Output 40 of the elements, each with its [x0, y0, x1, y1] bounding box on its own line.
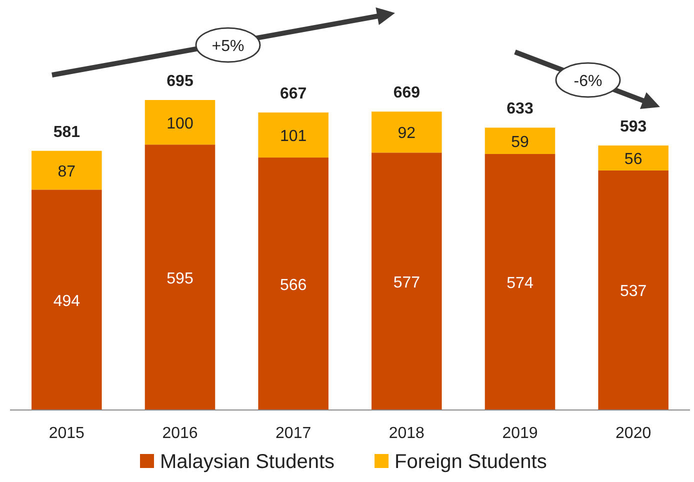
data-label: 494: [53, 292, 80, 310]
bar: [258, 112, 328, 158]
data-label: 595: [166, 270, 194, 288]
total-label: 695: [166, 73, 194, 90]
bar: [372, 152, 442, 410]
legend-label: Foreign Students: [394, 451, 547, 473]
bar: [32, 190, 102, 410]
data-label: 537: [620, 283, 647, 300]
data-label: 56: [624, 150, 642, 168]
text: -6%: [574, 73, 602, 90]
legend-label: Malaysian Students: [160, 451, 335, 473]
data-label: 87: [58, 163, 76, 180]
bar: [598, 170, 668, 410]
data-label: 574: [506, 274, 534, 292]
bar: [484, 128, 556, 154]
x-tick-label: 2018: [388, 425, 425, 442]
total-label: 667: [280, 85, 307, 102]
data-label: 101: [280, 128, 307, 146]
data-label: 92: [398, 125, 416, 142]
text: +5%: [212, 38, 244, 55]
bar: [372, 112, 442, 153]
total-label: 581: [53, 124, 80, 141]
x-tick-label: 2017: [276, 425, 312, 442]
x-tick-label: 2015: [48, 425, 85, 442]
data-label: 100: [166, 115, 194, 132]
total-label: 593: [620, 118, 647, 136]
data-label: 566: [280, 276, 307, 294]
data-label: 577: [393, 274, 420, 292]
bar: [144, 100, 216, 145]
bar: [484, 154, 556, 410]
x-tick-label: 2019: [502, 425, 538, 442]
bar: [144, 144, 216, 410]
bar: [32, 150, 102, 190]
x-tick-label: 2016: [162, 425, 198, 442]
bar: [598, 145, 668, 170]
bar: [258, 158, 328, 410]
x-tick-label: 2020: [616, 425, 652, 442]
total-label: 669: [393, 84, 420, 102]
data-label: 59: [511, 134, 529, 151]
total-label: 633: [506, 100, 534, 118]
